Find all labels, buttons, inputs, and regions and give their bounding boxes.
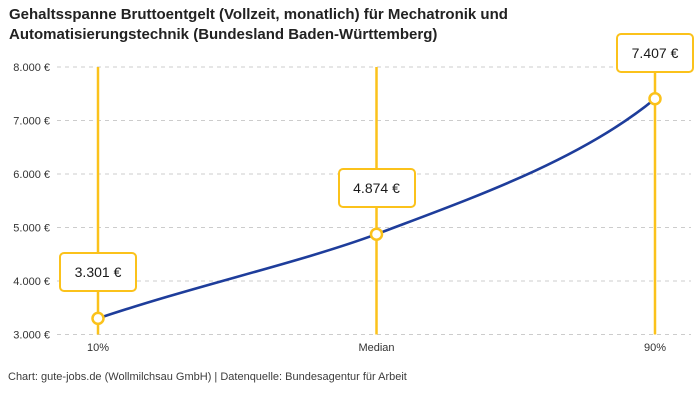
data-point-marker — [369, 227, 384, 241]
y-axis-tick-label: 4.000 € — [13, 276, 50, 288]
x-axis-tick-label: 10% — [87, 342, 109, 354]
y-axis-tick-label: 8.000 € — [13, 62, 50, 74]
data-point-marker — [648, 91, 662, 106]
plot-area: 3.000 € 4.000 € 5.000 € 6.000 € 7.000 € 8.000… — [13, 62, 691, 354]
x-axis-tick-label: Median — [358, 342, 394, 354]
value-label-90th-percentile: 7.407 € — [616, 32, 694, 73]
chart-title: Gehaltsspanne Bruttoentgelt (Vollzeit, m… — [9, 5, 508, 45]
y-axis-tick-label: 7.000 € — [13, 116, 50, 128]
value-label-10th-percentile: 3.301 € — [59, 252, 137, 293]
chart-title-line2: Automatisierungstechnik (Bundesland Bade… — [9, 26, 438, 43]
chart-attribution: Chart: gute-jobs.de (Wollmilchsau GmbH) … — [8, 371, 407, 383]
y-axis-tick-label: 3.000 € — [13, 330, 50, 342]
y-axis-tick-label: 6.000 € — [13, 169, 50, 181]
chart-title-line1: Gehaltsspanne Bruttoentgelt (Vollzeit, m… — [9, 6, 508, 23]
y-axis-tick-label: 5.000 € — [13, 223, 50, 235]
data-point-marker — [91, 311, 105, 326]
x-axis-tick-label: 90% — [644, 342, 666, 354]
value-label-median: 4.874 € — [337, 168, 416, 209]
